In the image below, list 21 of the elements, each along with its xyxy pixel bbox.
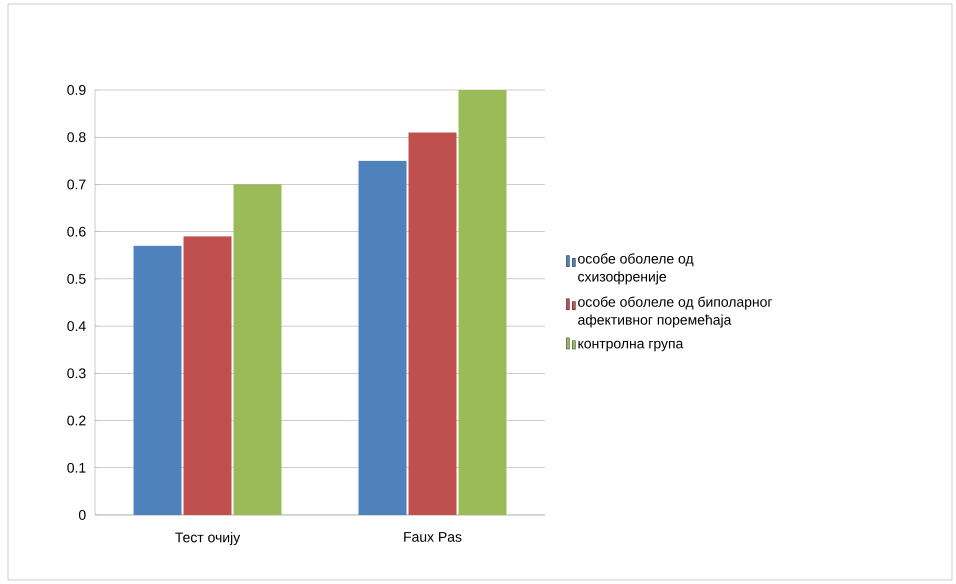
- y-tick-label: 0.8: [67, 132, 86, 142]
- x-tick-label: Faux Pas: [404, 532, 462, 542]
- y-tick-label: 0.7: [67, 179, 86, 190]
- bar: [234, 184, 282, 515]
- y-tick-label: 0.3: [67, 368, 86, 378]
- y-tick-label: 0: [78, 510, 86, 520]
- y-tick-label: 0.2: [67, 416, 86, 426]
- y-tick-label: 0.1: [67, 462, 86, 473]
- y-tick-label: 0.9: [67, 85, 86, 95]
- legend-label: особе оболеле од схизофреније: [578, 253, 694, 284]
- bar: [458, 90, 506, 515]
- x-tick-label: Тест очију: [175, 532, 240, 546]
- y-tick-label: 0.5: [67, 274, 86, 284]
- bar: [358, 160, 407, 515]
- y-tick-label: 0.4: [67, 321, 86, 332]
- y-tick-label: 0.6: [67, 226, 86, 237]
- legend-label: контролна група: [578, 340, 684, 352]
- bar: [184, 236, 232, 515]
- bar: [408, 132, 457, 515]
- bar: [134, 246, 182, 515]
- legend-label: особе оболеле од биполарног афективног поремећаја: [578, 296, 772, 328]
